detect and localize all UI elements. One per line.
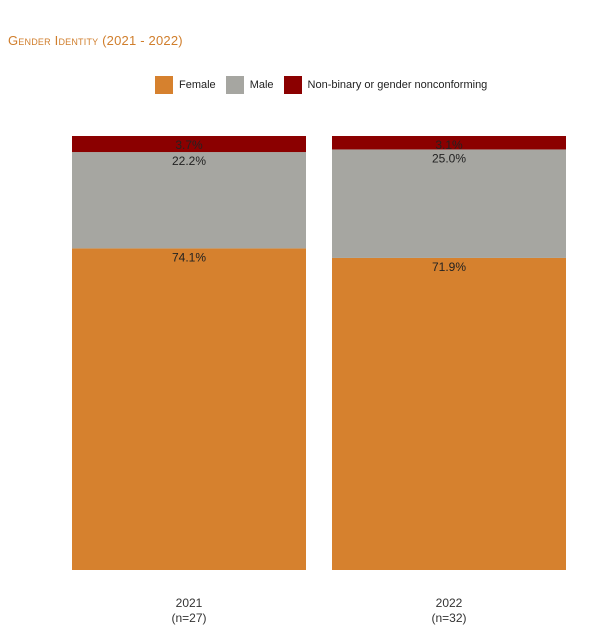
chart-title: Gender Identity (2021 - 2022) [8, 33, 183, 48]
data-label-2021-female: 74.1% [172, 250, 206, 264]
category-sublabel-2022: (n=32) [431, 611, 466, 625]
bar-2021-non-binary [72, 136, 306, 153]
data-label-2021-non-binary: 3.7% [175, 138, 203, 152]
legend-item-nonbinary: Non-binary or gender nonconforming [283, 76, 488, 94]
bar-2022-male [332, 149, 566, 258]
data-label-2022-non-binary: 3.1% [435, 138, 463, 152]
bar-2021-female [72, 248, 306, 570]
legend: Female Male Non-binary or gender nonconf… [155, 76, 497, 94]
bar-2021-male [72, 152, 306, 249]
category-label-2022: 2022 [436, 596, 463, 610]
data-label-2022-male: 25.0% [432, 151, 466, 165]
bar-2022-female [332, 257, 566, 570]
bar-2022-non-binary [332, 136, 566, 150]
category-label-2021: 2021 [176, 596, 203, 610]
legend-label-male: Male [249, 79, 274, 91]
data-label-2021-male: 22.2% [172, 154, 206, 168]
legend-swatch-female [155, 76, 173, 94]
legend-label-nonbinary: Non-binary or gender nonconforming [307, 79, 488, 91]
legend-swatch-nonbinary [283, 76, 302, 94]
legend-item-male: Male [225, 76, 274, 94]
legend-swatch-male [225, 76, 244, 94]
data-label-2022-female: 71.9% [432, 260, 466, 274]
legend-item-female: Female [155, 76, 216, 94]
category-sublabel-2021: (n=27) [171, 611, 206, 625]
legend-label-female: Female [179, 79, 216, 91]
